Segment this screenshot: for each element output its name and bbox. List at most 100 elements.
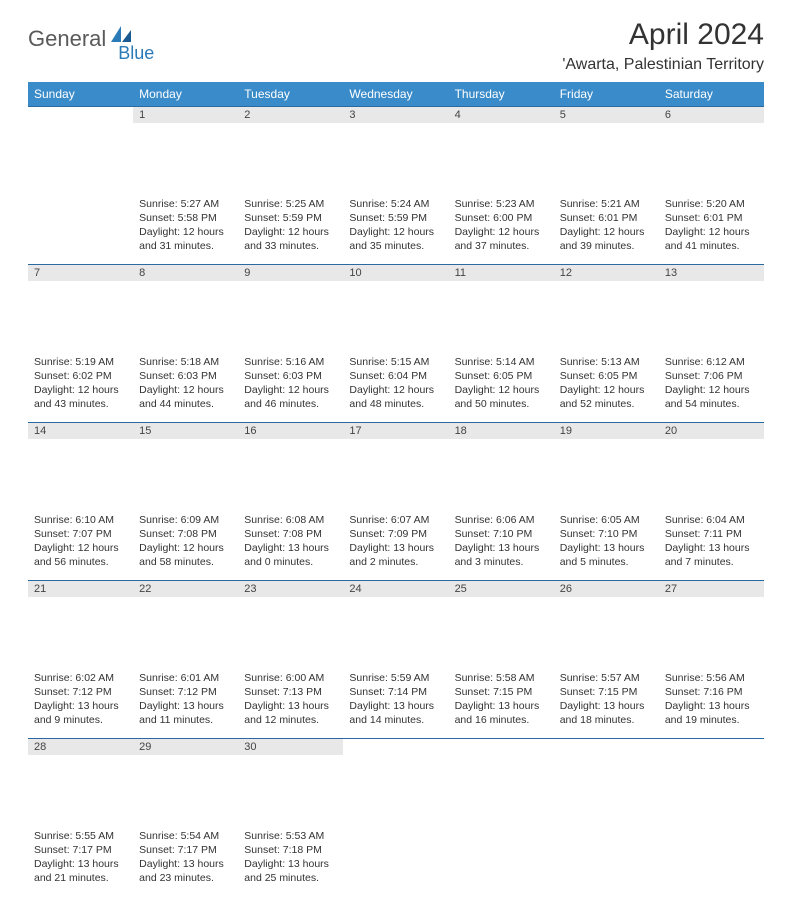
daylight-line2: and 7 minutes.	[665, 555, 758, 569]
day-cell: Sunrise: 6:05 AMSunset: 7:10 PMDaylight:…	[554, 511, 659, 581]
daylight-line2: and 43 minutes.	[34, 397, 127, 411]
day-cell: Sunrise: 5:53 AMSunset: 7:18 PMDaylight:…	[238, 827, 343, 897]
day-number-cell: 15	[133, 423, 238, 511]
day-cell: Sunrise: 5:23 AMSunset: 6:00 PMDaylight:…	[449, 195, 554, 265]
day-cell: Sunrise: 5:25 AMSunset: 5:59 PMDaylight:…	[238, 195, 343, 265]
day-number-cell: 22	[133, 581, 238, 669]
day-number: 2	[238, 107, 343, 123]
day-number-cell: 21	[28, 581, 133, 669]
day-number: 21	[28, 581, 133, 597]
day-cell: Sunrise: 5:27 AMSunset: 5:58 PMDaylight:…	[133, 195, 238, 265]
sunrise-text: Sunrise: 5:23 AM	[455, 197, 548, 211]
daylight-line1: Daylight: 13 hours	[34, 857, 127, 871]
day-number-cell: 25	[449, 581, 554, 669]
daylight-line2: and 58 minutes.	[139, 555, 232, 569]
weekday-header: Friday	[554, 82, 659, 107]
day-number	[659, 739, 764, 743]
daylight-line1: Daylight: 13 hours	[665, 541, 758, 555]
sunset-text: Sunset: 6:05 PM	[455, 369, 548, 383]
day-details	[449, 827, 554, 835]
daylight-line2: and 9 minutes.	[34, 713, 127, 727]
day-details: Sunrise: 5:23 AMSunset: 6:00 PMDaylight:…	[449, 195, 554, 260]
daylight-line1: Daylight: 12 hours	[665, 383, 758, 397]
daylight-line1: Daylight: 12 hours	[455, 225, 548, 239]
daylight-line1: Daylight: 13 hours	[455, 541, 548, 555]
day-cell: Sunrise: 5:56 AMSunset: 7:16 PMDaylight:…	[659, 669, 764, 739]
sunrise-text: Sunrise: 5:57 AM	[560, 671, 653, 685]
day-cell	[449, 827, 554, 897]
day-cell	[343, 827, 448, 897]
sunset-text: Sunset: 7:16 PM	[665, 685, 758, 699]
day-number-cell: 24	[343, 581, 448, 669]
daylight-line1: Daylight: 12 hours	[244, 383, 337, 397]
day-cell: Sunrise: 6:10 AMSunset: 7:07 PMDaylight:…	[28, 511, 133, 581]
day-details: Sunrise: 5:58 AMSunset: 7:15 PMDaylight:…	[449, 669, 554, 734]
weekday-header: Tuesday	[238, 82, 343, 107]
day-number: 25	[449, 581, 554, 597]
sunrise-text: Sunrise: 5:54 AM	[139, 829, 232, 843]
sunset-text: Sunset: 6:04 PM	[349, 369, 442, 383]
day-details: Sunrise: 5:55 AMSunset: 7:17 PMDaylight:…	[28, 827, 133, 892]
day-details: Sunrise: 5:59 AMSunset: 7:14 PMDaylight:…	[343, 669, 448, 734]
day-number-cell: 13	[659, 265, 764, 353]
daylight-line2: and 2 minutes.	[349, 555, 442, 569]
day-number: 28	[28, 739, 133, 755]
day-cell: Sunrise: 6:06 AMSunset: 7:10 PMDaylight:…	[449, 511, 554, 581]
sunrise-text: Sunrise: 5:56 AM	[665, 671, 758, 685]
weekday-header: Sunday	[28, 82, 133, 107]
week-row: Sunrise: 6:10 AMSunset: 7:07 PMDaylight:…	[28, 511, 764, 581]
location-label: 'Awarta, Palestinian Territory	[562, 56, 764, 74]
day-number-cell: 1	[133, 107, 238, 195]
daylight-line1: Daylight: 12 hours	[349, 225, 442, 239]
daylight-line1: Daylight: 13 hours	[349, 541, 442, 555]
day-number	[28, 107, 133, 111]
sunrise-text: Sunrise: 5:18 AM	[139, 355, 232, 369]
weekday-header: Wednesday	[343, 82, 448, 107]
day-details: Sunrise: 5:16 AMSunset: 6:03 PMDaylight:…	[238, 353, 343, 418]
week-row: Sunrise: 5:55 AMSunset: 7:17 PMDaylight:…	[28, 827, 764, 897]
sunset-text: Sunset: 7:10 PM	[455, 527, 548, 541]
sunrise-text: Sunrise: 5:53 AM	[244, 829, 337, 843]
day-details: Sunrise: 6:10 AMSunset: 7:07 PMDaylight:…	[28, 511, 133, 576]
sunset-text: Sunset: 7:14 PM	[349, 685, 442, 699]
day-details: Sunrise: 5:53 AMSunset: 7:18 PMDaylight:…	[238, 827, 343, 892]
calendar-table: Sunday Monday Tuesday Wednesday Thursday…	[28, 82, 764, 897]
sunrise-text: Sunrise: 5:13 AM	[560, 355, 653, 369]
day-details: Sunrise: 6:12 AMSunset: 7:06 PMDaylight:…	[659, 353, 764, 418]
sunset-text: Sunset: 6:03 PM	[139, 369, 232, 383]
day-number-cell: 28	[28, 739, 133, 827]
sunrise-text: Sunrise: 5:21 AM	[560, 197, 653, 211]
day-number-cell	[343, 739, 448, 827]
daylight-line2: and 44 minutes.	[139, 397, 232, 411]
sunset-text: Sunset: 6:03 PM	[244, 369, 337, 383]
week-row: Sunrise: 5:19 AMSunset: 6:02 PMDaylight:…	[28, 353, 764, 423]
daylight-line1: Daylight: 13 hours	[139, 857, 232, 871]
day-cell: Sunrise: 6:09 AMSunset: 7:08 PMDaylight:…	[133, 511, 238, 581]
daylight-line2: and 39 minutes.	[560, 239, 653, 253]
sunset-text: Sunset: 7:13 PM	[244, 685, 337, 699]
daylight-line2: and 48 minutes.	[349, 397, 442, 411]
daylight-line2: and 56 minutes.	[34, 555, 127, 569]
sunset-text: Sunset: 7:15 PM	[455, 685, 548, 699]
daynum-row: 78910111213	[28, 265, 764, 353]
daylight-line1: Daylight: 13 hours	[560, 541, 653, 555]
sunset-text: Sunset: 6:00 PM	[455, 211, 548, 225]
daylight-line2: and 11 minutes.	[139, 713, 232, 727]
day-number-cell: 26	[554, 581, 659, 669]
day-number: 15	[133, 423, 238, 439]
sunset-text: Sunset: 7:15 PM	[560, 685, 653, 699]
day-number-cell: 11	[449, 265, 554, 353]
day-number-cell: 2	[238, 107, 343, 195]
day-cell: Sunrise: 5:16 AMSunset: 6:03 PMDaylight:…	[238, 353, 343, 423]
day-number-cell: 20	[659, 423, 764, 511]
sunset-text: Sunset: 6:05 PM	[560, 369, 653, 383]
daylight-line1: Daylight: 12 hours	[560, 225, 653, 239]
daylight-line2: and 5 minutes.	[560, 555, 653, 569]
day-number: 27	[659, 581, 764, 597]
sunset-text: Sunset: 5:59 PM	[349, 211, 442, 225]
day-cell: Sunrise: 6:04 AMSunset: 7:11 PMDaylight:…	[659, 511, 764, 581]
day-number-cell: 7	[28, 265, 133, 353]
day-cell: Sunrise: 5:24 AMSunset: 5:59 PMDaylight:…	[343, 195, 448, 265]
day-details: Sunrise: 6:07 AMSunset: 7:09 PMDaylight:…	[343, 511, 448, 576]
day-number: 23	[238, 581, 343, 597]
